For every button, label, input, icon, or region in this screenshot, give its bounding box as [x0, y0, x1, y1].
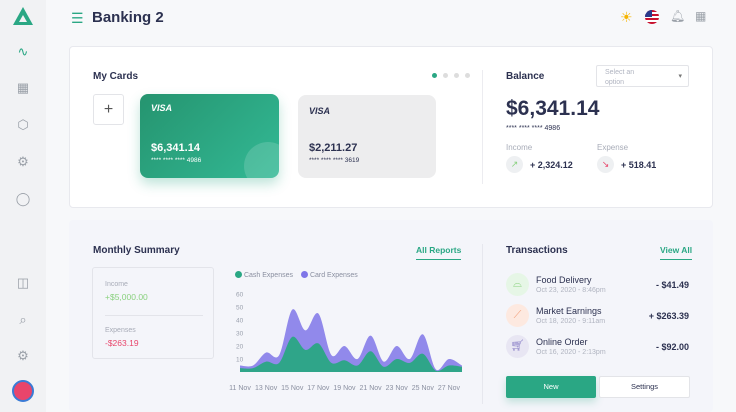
x-tick-label: 25 Nov: [412, 385, 435, 392]
visa-logo: VISA: [309, 106, 331, 116]
transaction-amount: + $263.39: [648, 311, 689, 321]
transaction-name: Food Delivery: [536, 275, 592, 285]
flag-icon[interactable]: [645, 10, 659, 24]
y-tick-label: 40: [236, 318, 244, 325]
monthly-summary-title: Monthly Summary: [93, 245, 180, 256]
card-amount: $6,341.14: [151, 142, 200, 154]
expense-value: + 518.41: [621, 160, 657, 170]
transactions-title: Transactions: [506, 245, 568, 256]
x-tick-label: 17 Nov: [307, 385, 330, 392]
visa-logo: VISA: [151, 103, 173, 113]
x-tick-label: 11 Nov: [229, 385, 251, 392]
summary-income-value: +$5,000.00: [105, 292, 148, 302]
arrow-down-right-icon: ↘: [597, 156, 614, 173]
apps-icon[interactable]: ▦: [695, 9, 707, 23]
x-tick-label: 23 Nov: [386, 385, 409, 392]
settings-button[interactable]: Settings: [599, 376, 690, 398]
menu-icon[interactable]: ☰: [71, 10, 84, 26]
my-cards-title: My Cards: [93, 71, 139, 82]
sidebar-toggle-icon[interactable]: ◫: [16, 275, 30, 290]
avatar[interactable]: [12, 380, 34, 402]
sun-icon[interactable]: ☀: [620, 9, 633, 25]
balance-select[interactable]: Select an option ▾: [596, 65, 689, 87]
pager-dot[interactable]: [465, 73, 470, 78]
income-value: + 2,324.12: [530, 160, 573, 170]
logo-icon[interactable]: [13, 7, 33, 25]
transaction-date: Oct 18, 2020 - 9:11am: [536, 318, 606, 325]
transaction-amount: - $41.49: [655, 280, 689, 290]
summary-expenses-label: Expenses: [105, 327, 136, 334]
activity-icon[interactable]: ∿: [17, 44, 29, 59]
y-tick-label: 20: [236, 344, 244, 351]
cpu-icon[interactable]: ⚙: [17, 154, 29, 169]
new-button[interactable]: New: [506, 376, 596, 398]
summary-box: Income +$5,000.00 Expenses -$263.19: [92, 267, 214, 359]
chat-icon[interactable]: ◯: [15, 191, 31, 206]
page-title: Banking 2: [92, 9, 164, 26]
card-number: **** **** **** 3619: [309, 157, 360, 164]
arrow-up-right-icon: ↗: [506, 156, 523, 173]
expense-label: Expense: [597, 143, 629, 152]
x-tick-label: 13 Nov: [255, 385, 278, 392]
balance-amount: $6,341.14: [506, 97, 600, 120]
x-tick-label: 27 Nov: [438, 385, 461, 392]
summary-income-label: Income: [105, 281, 128, 288]
y-tick-label: 10: [236, 357, 244, 364]
chevron-down-icon: ▾: [678, 73, 682, 80]
y-tick-label: 60: [236, 292, 244, 299]
chart-icon: ⟋: [506, 304, 529, 327]
card-secondary[interactable]: VISA $2,211.27 **** **** **** 3619: [298, 95, 436, 178]
summary-expenses-value: -$263.19: [105, 338, 139, 348]
legend-item-cash[interactable]: Cash Expenses: [235, 271, 293, 279]
transaction-date: Oct 23, 2020 - 8:46pm: [536, 287, 606, 294]
card-primary[interactable]: VISA $6,341.14 **** **** **** 4986: [140, 94, 279, 178]
legend-label: Cash Expenses: [243, 272, 293, 279]
transaction-date: Oct 16, 2020 - 2:13pm: [536, 349, 606, 356]
divider: [482, 70, 483, 184]
sidebar: ∿ ▦ ⬡ ⚙ ◯ ◫ ⌕ ⚙: [0, 0, 46, 412]
balance-title: Balance: [506, 71, 545, 82]
divider: [482, 244, 483, 404]
y-tick-label: 50: [236, 305, 244, 312]
x-tick-label: 21 Nov: [359, 385, 382, 392]
select-placeholder: Select an option: [605, 69, 635, 86]
x-tick-label: 15 Nov: [281, 385, 304, 392]
cart-icon: 🛒︎: [506, 335, 529, 358]
x-tick-label: 19 Nov: [333, 385, 356, 392]
box-icon[interactable]: ⬡: [17, 117, 29, 132]
transaction-name: Online Order: [536, 337, 588, 347]
add-card-button[interactable]: +: [93, 94, 124, 125]
balance-card-number: **** **** **** 4986: [506, 125, 561, 132]
card-amount: $2,211.27: [309, 142, 358, 154]
income-label: Income: [506, 143, 533, 152]
pager-dot[interactable]: [432, 73, 437, 78]
card-number: **** **** **** 4986: [151, 157, 202, 164]
y-tick-label: 30: [236, 331, 244, 338]
pager-dot[interactable]: [443, 73, 448, 78]
grid-icon[interactable]: ▦: [16, 80, 30, 95]
card-pager[interactable]: [432, 73, 470, 78]
transaction-name: Market Earnings: [536, 306, 602, 316]
bell-icon[interactable]: 🔔︎: [670, 9, 686, 23]
settings-icon[interactable]: ⚙: [17, 348, 29, 363]
chart-legend: Cash Expenses Card Expenses: [235, 271, 358, 279]
pager-dot[interactable]: [454, 73, 459, 78]
all-reports-link[interactable]: All Reports: [416, 245, 462, 260]
food-delivery-icon: ⌓: [506, 273, 529, 296]
legend-item-card[interactable]: Card Expenses: [300, 271, 358, 279]
legend-label: Card Expenses: [309, 272, 358, 279]
area-cash-expenses: [240, 336, 462, 372]
search-icon[interactable]: ⌕: [19, 312, 27, 327]
view-all-link[interactable]: View All: [660, 245, 693, 260]
transaction-amount: - $92.00: [655, 342, 689, 352]
